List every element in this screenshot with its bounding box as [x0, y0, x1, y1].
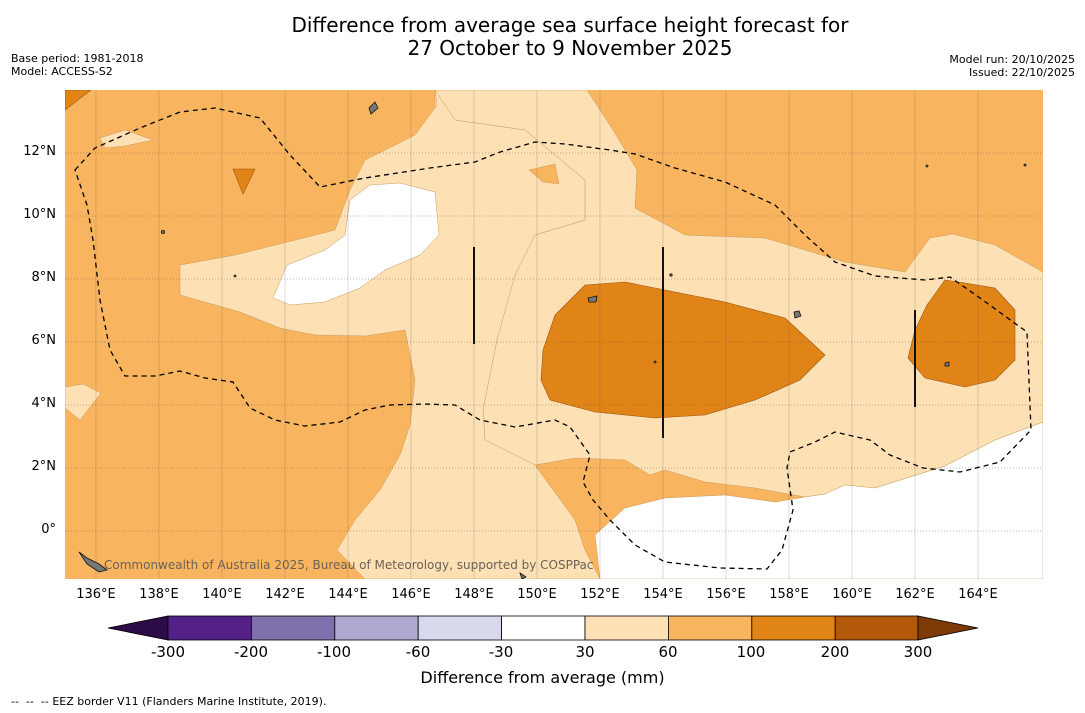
- colorbar-tick-2: -200: [233, 643, 269, 661]
- colorbar-tick-9: 200: [820, 643, 850, 661]
- islands: [78, 101, 1027, 579]
- colorbar-bin-4: [417, 615, 503, 641]
- meta-right: Model run: 20/10/2025 Issued: 22/10/2025: [949, 53, 1075, 79]
- colorbar: [107, 615, 979, 641]
- colorbar-bin-8: [751, 615, 836, 641]
- lon-label-150e: 150°E: [517, 587, 557, 602]
- colorbar-bin-9: [834, 615, 919, 641]
- colorbar-tick-10: 300: [903, 643, 933, 661]
- lat-label-12n: 12°N: [23, 144, 56, 159]
- lon-label-154e: 154°E: [643, 587, 683, 602]
- chart-title: Difference from average sea surface heig…: [0, 14, 1085, 60]
- colorbar-tick-4: -60: [405, 643, 431, 661]
- anomaly-patch-100-200-corner: [65, 90, 92, 111]
- meridians: [95, 90, 979, 579]
- anomaly-band-100-200-central: [540, 281, 826, 419]
- colorbar-extend-high: [917, 615, 979, 641]
- base-period: Base period: 1981-2018: [11, 52, 144, 65]
- colorbar-bin-5: [501, 615, 586, 641]
- meta-left: Base period: 1981-2018 Model: ACCESS-S2: [11, 52, 143, 78]
- eez-legend: -- -- -- EEZ border V11 (Flanders Marine…: [11, 695, 326, 708]
- title-line-1: Difference from average sea surface heig…: [291, 13, 849, 37]
- lon-label-152e: 152°E: [580, 587, 620, 602]
- anomaly-patch-60-100-north: [528, 163, 560, 185]
- lon-label-160e: 160°E: [832, 587, 872, 602]
- colorbar-extend-low: [107, 615, 169, 641]
- lat-label-0: 0°: [41, 522, 56, 537]
- lon-label-146e: 146°E: [391, 587, 431, 602]
- anomaly-band-30-60-west: [179, 90, 601, 579]
- lon-label-140e: 140°E: [202, 587, 242, 602]
- lon-label-142e: 142°E: [265, 587, 305, 602]
- anomaly-band-neutral-south: [594, 421, 1043, 579]
- lon-label-158e: 158°E: [769, 587, 809, 602]
- colorbar-tick-7: 60: [658, 643, 678, 661]
- lon-label-156e: 156°E: [706, 587, 746, 602]
- eez-dash-symbol: -- -- --: [11, 695, 49, 708]
- colorbar-tick-6: 30: [575, 643, 595, 661]
- anomaly-patch-30-60-northwest: [99, 129, 154, 149]
- eez-legend-text: EEZ border V11 (Flanders Marine Institut…: [52, 695, 327, 708]
- lon-label-164e: 164°E: [958, 587, 998, 602]
- lat-label-2n: 2°N: [31, 459, 57, 474]
- anomaly-band-100-200-east: [907, 279, 1016, 388]
- map-credit: Commonwealth of Australia 2025, Bureau o…: [104, 558, 594, 572]
- model-run: Model run: 20/10/2025: [949, 53, 1075, 66]
- lon-label-148e: 148°E: [454, 587, 494, 602]
- lon-label-144e: 144°E: [328, 587, 368, 602]
- colorbar-label: Difference from average (mm): [420, 668, 665, 687]
- colorbar-bin-2: [250, 615, 336, 641]
- title-line-2: 27 October to 9 November 2025: [407, 36, 733, 60]
- eez-border-palau-fsm: [74, 107, 1032, 570]
- lon-label-136e: 136°E: [76, 587, 116, 602]
- colorbar-bin-3: [334, 615, 419, 641]
- map-panel: [65, 90, 1043, 579]
- lat-label-10n: 10°N: [23, 207, 56, 222]
- issued-date: Issued: 22/10/2025: [968, 66, 1075, 79]
- colorbar-tick-3: -100: [316, 643, 352, 661]
- anomaly-band-neutral-north: [272, 182, 440, 306]
- colorbar-bin-6: [584, 615, 669, 641]
- lon-label-138e: 138°E: [139, 587, 179, 602]
- anomaly-patch-30-60-west-edge: [65, 383, 102, 421]
- gridlines: [65, 152, 1043, 532]
- lat-label-6n: 6°N: [31, 333, 57, 348]
- colorbar-tick-5: -30: [488, 643, 514, 661]
- lon-label-162e: 162°E: [895, 587, 935, 602]
- colorbar-tick-1: -300: [150, 643, 186, 661]
- lat-label-4n: 4°N: [31, 396, 57, 411]
- colorbar-bin-7: [668, 615, 753, 641]
- colorbar-bin-1: [167, 615, 252, 641]
- anomaly-patch-100-200-north: [232, 168, 256, 195]
- colorbar-tick-8: 100: [736, 643, 766, 661]
- lat-label-8n: 8°N: [31, 270, 57, 285]
- model-name: Model: ACCESS-S2: [11, 65, 113, 78]
